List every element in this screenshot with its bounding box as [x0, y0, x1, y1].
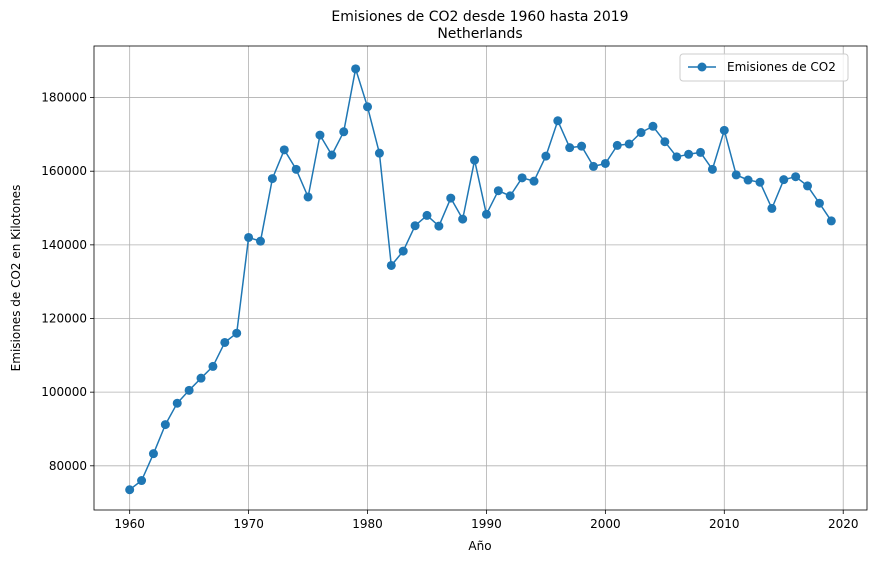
data-point: [505, 191, 515, 201]
axes-frame: [93, 45, 868, 511]
data-point: [696, 147, 706, 157]
x-tick-label: 2010: [709, 517, 740, 531]
data-point: [707, 164, 717, 174]
data-point: [624, 139, 634, 149]
data-point: [481, 209, 491, 219]
data-point: [636, 128, 646, 138]
grid: [94, 46, 867, 510]
data-point: [600, 158, 610, 168]
chart-title: Emisiones de CO2 desde 1960 hasta 2019: [331, 9, 628, 25]
y-tick-label: 140000: [41, 238, 87, 252]
data-point: [196, 373, 206, 383]
legend: Emisiones de CO2: [679, 53, 849, 82]
data-point: [410, 221, 420, 231]
x-tick-label: 1970: [233, 517, 264, 531]
legend-marker-icon: [697, 62, 707, 72]
legend-label: Emisiones de CO2: [727, 60, 836, 74]
data-point: [327, 150, 337, 160]
legend-box: [679, 53, 849, 82]
data-point: [351, 64, 361, 74]
data-point: [255, 236, 265, 246]
y-tick-label: 160000: [41, 164, 87, 178]
plot-background: [94, 46, 867, 510]
data-point: [184, 385, 194, 395]
y-axis-label: Emisiones de CO2 en Kilotones: [9, 185, 23, 372]
data-point: [220, 337, 230, 347]
data-point: [577, 141, 587, 151]
x-tick-label: 1960: [114, 517, 145, 531]
data-point: [493, 186, 503, 196]
data-point: [434, 221, 444, 231]
data-point: [279, 145, 289, 155]
data-point: [814, 198, 824, 208]
data-point: [398, 246, 408, 256]
data-point: [267, 174, 277, 184]
series-line: [129, 68, 832, 491]
x-tick-label: 2000: [590, 517, 621, 531]
plot-frame: [93, 45, 868, 511]
x-tick-label: 2020: [828, 517, 859, 531]
data-point: [374, 148, 384, 158]
data-point: [755, 177, 765, 187]
data-point: [208, 361, 218, 371]
data-point: [719, 125, 729, 135]
data-point: [517, 173, 527, 183]
data-point: [648, 121, 658, 131]
x-tick-label: 1990: [471, 517, 502, 531]
data-point: [339, 127, 349, 137]
data-point: [588, 161, 598, 171]
data-point: [470, 155, 480, 165]
data-point: [565, 143, 575, 153]
data-point: [541, 151, 551, 161]
data-point: [315, 130, 325, 140]
y-tick-label: 80000: [49, 459, 87, 473]
chart-subtitle: Netherlands: [437, 26, 522, 42]
y-tick-label: 120000: [41, 312, 87, 326]
data-point: [291, 164, 301, 174]
data-point: [791, 172, 801, 182]
x-axis-label: Año: [468, 539, 491, 553]
data-point: [422, 210, 432, 220]
data-point: [172, 398, 182, 408]
data-point: [458, 214, 468, 224]
data-point: [232, 328, 242, 338]
data-point: [125, 485, 135, 495]
data-point: [244, 232, 254, 242]
data-point: [779, 175, 789, 185]
data-point: [553, 116, 563, 126]
data-point: [446, 193, 456, 203]
data-point: [826, 216, 836, 226]
series-layer: [125, 64, 836, 495]
data-point: [743, 175, 753, 185]
x-axis: 1960 1970 1980 1990 2000 2010 2020: [114, 510, 858, 531]
data-point: [767, 203, 777, 213]
data-point: [386, 260, 396, 270]
data-point: [303, 192, 313, 202]
y-axis: 80000 100000 120000 140000 160000 180000: [41, 91, 94, 473]
plot-area: [94, 46, 867, 510]
data-point: [529, 176, 539, 186]
y-tick-label: 100000: [41, 385, 87, 399]
data-point: [612, 140, 622, 150]
data-point: [660, 137, 670, 147]
data-point: [803, 181, 813, 191]
data-point: [160, 420, 170, 430]
data-point: [363, 102, 373, 112]
data-point: [137, 476, 147, 486]
data-point: [684, 149, 694, 159]
data-point: [672, 152, 682, 162]
y-tick-label: 180000: [41, 91, 87, 105]
data-point: [148, 449, 158, 459]
x-tick-label: 1980: [352, 517, 383, 531]
data-point: [731, 170, 741, 180]
